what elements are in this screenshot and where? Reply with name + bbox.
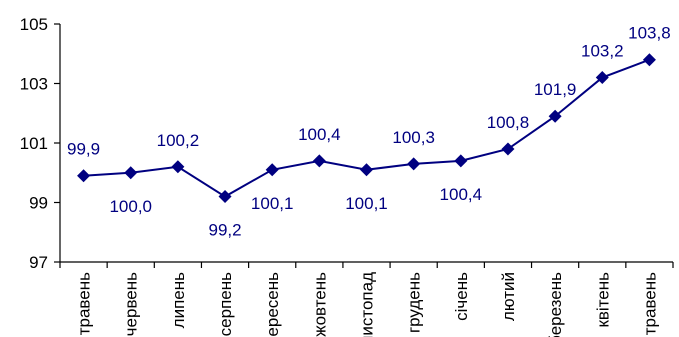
data-label: 103,2 [581, 42, 624, 61]
x-tick-label: квітень [593, 272, 612, 328]
x-tick-label: листопад [358, 272, 377, 337]
y-tick-label: 103 [20, 75, 48, 94]
data-point [171, 160, 185, 174]
x-tick-label: лютий [499, 272, 518, 321]
data-label: 99,2 [208, 221, 241, 240]
y-tick-label: 99 [29, 194, 48, 213]
data-label: 100,0 [109, 197, 152, 216]
x-tick-label: червень [122, 272, 141, 336]
data-label: 100,1 [251, 194, 294, 213]
x-tick-label: січень [452, 272, 471, 321]
data-label: 101,9 [534, 80, 577, 99]
data-label: 100,4 [298, 125, 341, 144]
data-point [124, 166, 138, 180]
data-point [642, 53, 656, 67]
data-label: 100,2 [157, 131, 200, 150]
x-tick-label: травень [640, 272, 659, 335]
y-tick-label: 101 [20, 134, 48, 153]
data-point [454, 154, 468, 168]
data-label: 100,3 [392, 128, 435, 147]
data-point [501, 142, 515, 156]
x-tick-label: липень [169, 272, 188, 328]
x-tick-label: жовтень [310, 272, 329, 337]
data-point [77, 169, 91, 183]
y-tick-label: 105 [20, 15, 48, 34]
x-tick-label: серпень [216, 272, 235, 336]
y-tick-label: 97 [29, 253, 48, 272]
data-label: 100,1 [345, 194, 388, 213]
data-label: 99,9 [67, 140, 100, 159]
data-label: 100,4 [440, 185, 483, 204]
series-layer [77, 53, 656, 204]
data-point [360, 163, 373, 177]
data-point [548, 109, 562, 123]
data-point [265, 163, 279, 177]
data-point [218, 190, 232, 204]
data-label: 100,8 [487, 113, 530, 132]
x-tick-label: березень [546, 272, 565, 337]
x-tick-label: грудень [405, 272, 424, 333]
x-tick-label: вересень [263, 272, 282, 337]
x-tick-label: травень [75, 272, 94, 335]
x-axis-ticks: травень червень липень серпень вересень жовте… [59, 262, 674, 337]
data-labels: 99,9 100,0 100,2 99,2 100,1 100,4 100,1 100,3 10… [67, 24, 671, 240]
y-axis-ticks: 97 99 101 103 105 [20, 15, 60, 272]
data-point [312, 154, 326, 168]
data-point [407, 157, 421, 171]
data-label: 103,8 [628, 24, 671, 43]
data-point [595, 71, 609, 85]
